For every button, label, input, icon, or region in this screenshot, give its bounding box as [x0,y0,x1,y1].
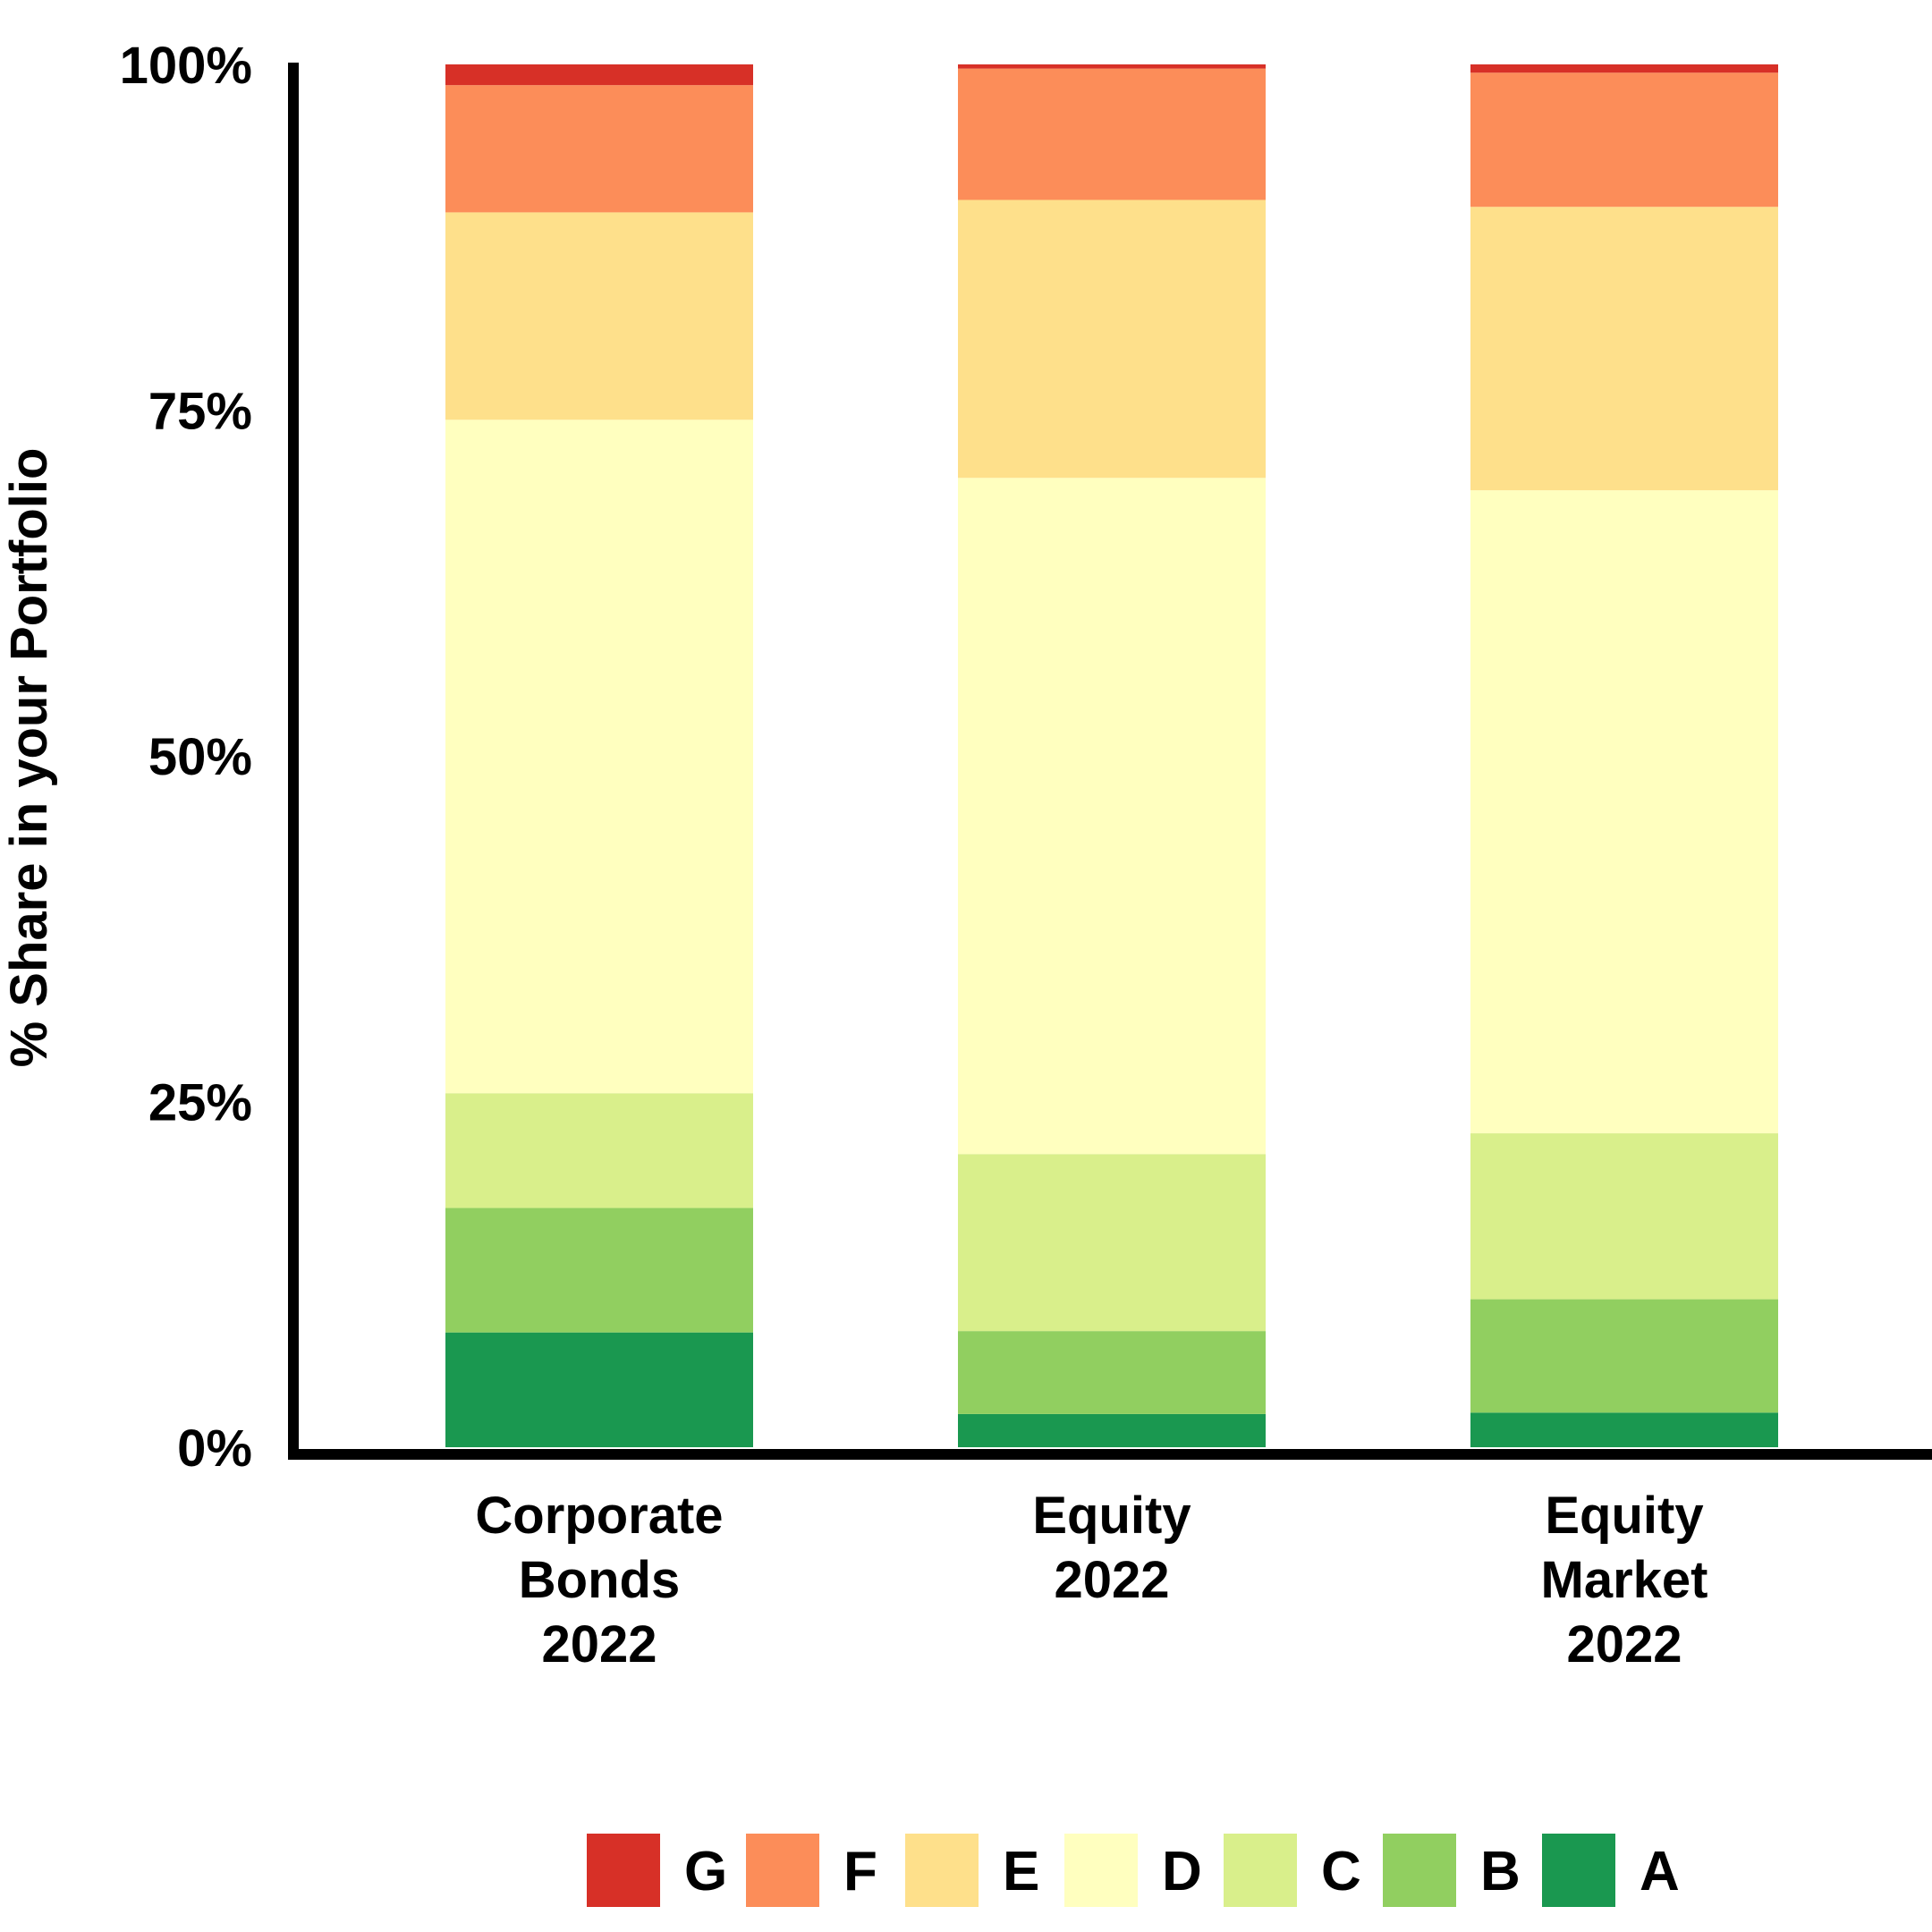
x-category-label: 2022 [1054,1551,1169,1609]
legend-swatch-g [587,1834,660,1907]
legend-label-f: F [843,1841,877,1902]
bar-segment-f-1 [445,85,753,213]
bar-segment-e-3 [1470,207,1778,491]
legend-swatch-a [1542,1834,1615,1907]
bar-segment-d-3 [1470,490,1778,1134]
legend-swatch-e [905,1834,979,1907]
x-category-label: Bonds [519,1551,680,1609]
bar-segment-e-2 [958,199,1266,479]
bar-segment-b-2 [958,1331,1266,1414]
legend-swatch-d [1064,1834,1138,1907]
legend-label-b: B [1480,1841,1521,1902]
bar-segment-g-2 [958,64,1266,69]
x-category-label: 2022 [1566,1615,1682,1674]
axes-layer [288,63,1932,1460]
bar-segment-e-1 [445,212,753,420]
bar-segment-c-2 [958,1154,1266,1332]
y-axis-label: % Share in your Portfolio [0,448,58,1068]
legend-swatch-b [1383,1834,1456,1907]
y-tick-label: 100% [120,37,252,95]
legend-swatch-f [746,1834,819,1907]
legend-label-g: G [684,1841,727,1902]
y-tick-label: 50% [148,728,252,786]
x-category-label: 2022 [541,1615,657,1674]
bar-segment-d-1 [445,419,753,1094]
bar-segment-f-2 [958,68,1266,200]
bar-segment-a-1 [445,1332,753,1447]
legend-label-a: A [1640,1841,1680,1902]
bar-segment-g-1 [445,64,753,86]
x-category-label: Equity [1032,1487,1191,1545]
legend-label-d: D [1162,1841,1202,1902]
bar-segment-c-3 [1470,1133,1778,1300]
bar-segment-f-3 [1470,72,1778,208]
legend-label-c: C [1321,1841,1361,1902]
bar-segment-g-3 [1470,64,1778,73]
y-tick-label: 75% [148,383,252,441]
y-tick-label: 25% [148,1074,252,1132]
legend-swatch-c [1224,1834,1297,1907]
legend-label-e: E [1003,1841,1039,1902]
y-tick-label: 0% [177,1419,252,1478]
x-category-labels: Corporate Bonds 2022 Equity 2022 Equity Market… [475,1487,1707,1674]
bar-segment-b-3 [1470,1299,1778,1413]
bar-segment-a-2 [958,1413,1266,1447]
bar-segment-b-1 [445,1208,753,1333]
x-category-label: Market [1541,1551,1708,1609]
bar-segment-a-3 [1470,1412,1778,1447]
x-category-label: Equity [1545,1487,1703,1545]
bar-segment-d-2 [958,478,1266,1155]
y-tick-labels: 0% 25% 50% 75% 100% [120,37,252,1478]
bars-layer [445,64,1778,1447]
x-category-label: Corporate [475,1487,723,1545]
bar-segment-c-1 [445,1093,753,1208]
